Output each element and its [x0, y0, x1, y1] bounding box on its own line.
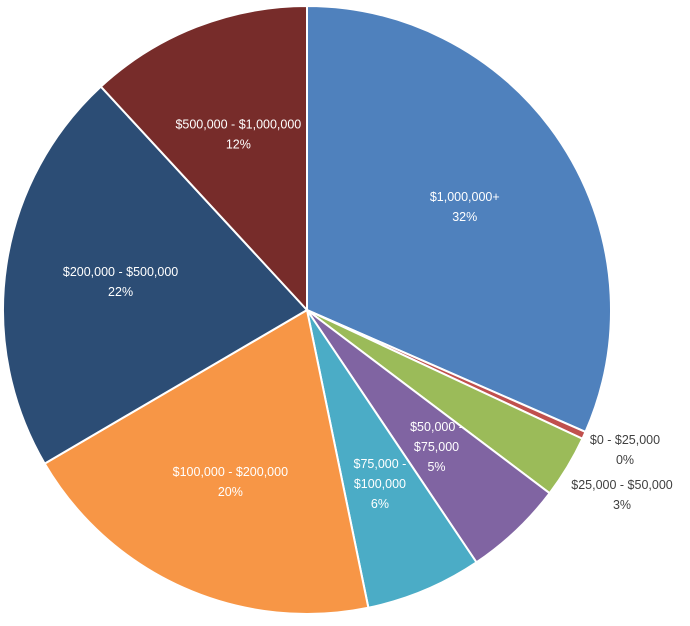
data-label-category: $100,000 [354, 477, 406, 491]
data-label-category: $25,000 - $50,000 [571, 478, 673, 492]
data-label-1-000-000: $1,000,000+ 32% [430, 190, 500, 224]
data-label-category: $1,000,000+ [430, 190, 500, 204]
data-label-percent: 5% [427, 460, 445, 474]
data-label-category: $200,000 - $500,000 [63, 265, 178, 279]
data-label-percent: 22% [108, 285, 133, 299]
data-label-100-000-200-000: $100,000 - $200,000 20% [173, 465, 288, 499]
data-label-75-000-100-000: $75,000 - $100,000 6% [354, 457, 407, 511]
data-label-percent: 12% [226, 137, 251, 151]
pie-slice-1-000-000 [306, 4, 612, 434]
data-label-percent: 20% [218, 485, 243, 499]
data-label-category: $50,000 - [410, 420, 463, 434]
data-labels-layer: $1,000,000+ 32% $0 - $25,000 0% $25,000 - $5… [63, 117, 673, 512]
data-label-category: $0 - $25,000 [590, 433, 660, 447]
data-label-200-000-500-000: $200,000 - $500,000 22% [63, 265, 178, 299]
data-label-0-25-000: $0 - $25,000 0% [590, 433, 660, 467]
data-label-25-000-50-000: $25,000 - $50,000 3% [571, 478, 673, 512]
data-label-percent: 3% [613, 498, 631, 512]
data-label-500-000-1-000-000: $500,000 - $1,000,000 12% [175, 117, 301, 151]
slices-layer [2, 4, 612, 615]
data-label-percent: 32% [452, 210, 477, 224]
data-label-percent: 6% [371, 497, 389, 511]
pie-slice-200-000-500-000 [2, 85, 309, 465]
data-label-percent: 0% [616, 453, 634, 467]
data-label-50-000-75-000: $50,000 - $75,000 5% [410, 420, 463, 474]
data-label-category: $100,000 - $200,000 [173, 465, 288, 479]
pie-slice-75-000-100-000 [306, 309, 478, 609]
pie-slice-100-000-200-000 [43, 308, 370, 615]
data-label-category: $75,000 - [354, 457, 407, 471]
pie-slice-500-000-1-000-000 [99, 4, 308, 313]
data-label-category: $75,000 [414, 440, 459, 454]
data-label-category: $500,000 - $1,000,000 [175, 117, 301, 131]
